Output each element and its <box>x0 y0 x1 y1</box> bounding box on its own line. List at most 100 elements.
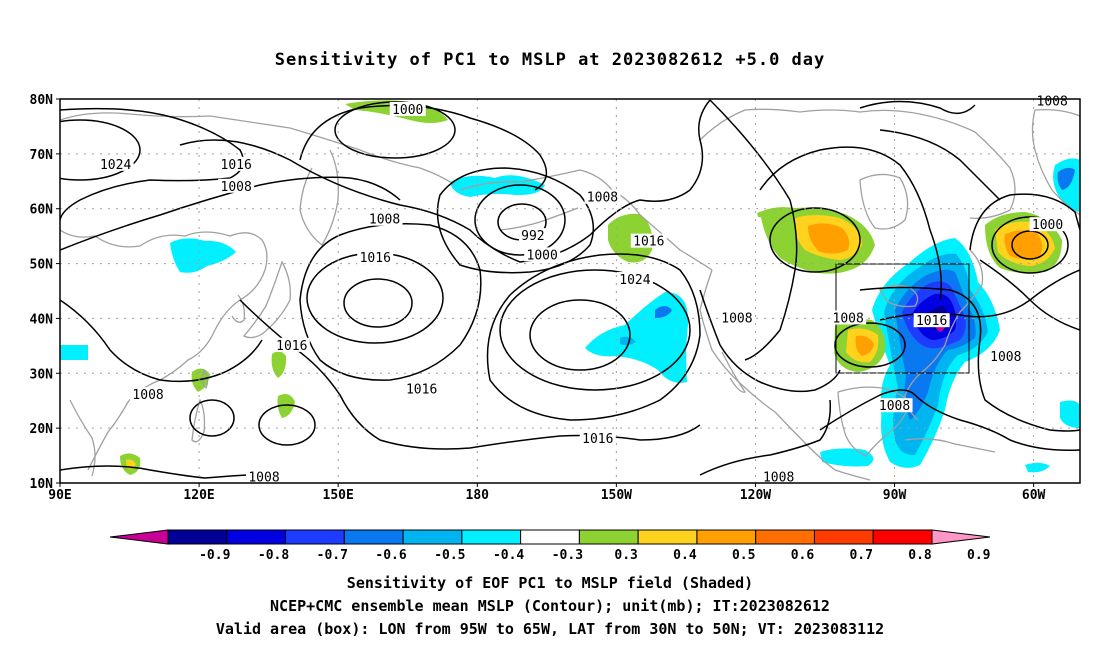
contour-1008-westnorthamerica <box>709 99 798 361</box>
shade-neg-patch <box>170 238 236 273</box>
colorbar-segment <box>755 529 815 545</box>
contour-low-1000 <box>474 184 566 256</box>
contour-label-bg <box>366 211 403 226</box>
contour-1008-gulf <box>819 389 1080 452</box>
mslp-contours <box>60 99 1080 479</box>
contour-high-1016-westpac <box>306 252 444 344</box>
colorbar-segment <box>285 529 345 545</box>
contour-1016-northatlantic <box>879 129 1001 201</box>
contour-label: 1016 <box>221 158 252 173</box>
shade-pos-patch <box>191 368 210 392</box>
contour-high-1024-eastpac <box>499 269 691 391</box>
colorbar-label: -0.3 <box>552 548 583 563</box>
contour-1016-azores <box>979 259 1080 331</box>
colorbar-segment <box>637 529 698 545</box>
coastline-greenland <box>1031 108 1080 216</box>
contour-label: 1008 <box>879 399 910 414</box>
lat-label: 60N <box>30 203 54 218</box>
contour-label-bg <box>524 247 561 262</box>
coastline-philippines <box>191 398 206 443</box>
lon-label: 90E <box>48 488 71 503</box>
shade-neg-patch <box>1057 167 1075 190</box>
lat-label: 30N <box>30 367 54 382</box>
contour-label: 1000 <box>527 248 558 263</box>
caption-line-2: NCEP+CMC ensemble mean MSLP (Contour); u… <box>270 597 830 615</box>
colorbar-segment <box>872 529 933 545</box>
lon-label: 120W <box>740 488 771 503</box>
coastline-japan <box>242 260 291 339</box>
colorbar-label: 0.9 <box>967 548 990 563</box>
contour-1008-north-canada <box>859 100 976 114</box>
contour-label: 1008 <box>587 191 618 206</box>
coastline-aleutians <box>499 207 579 231</box>
contour-1008-northpole <box>299 104 548 191</box>
shade-neg-patch <box>60 345 88 360</box>
colorbar-label: 0.8 <box>908 548 932 563</box>
coastline-north-america-arctic <box>699 108 1016 219</box>
contour-label: 1016 <box>916 314 947 329</box>
lon-label: 90W <box>883 488 907 503</box>
coastline-indochina <box>69 399 96 477</box>
colorbar-segment <box>343 529 404 545</box>
coastline-baja <box>721 351 746 393</box>
contour-label: 1016 <box>582 432 613 447</box>
colorbar-label: -0.9 <box>199 548 230 563</box>
coastline-north-america-east <box>904 249 984 421</box>
coastline-caribbean <box>904 438 996 453</box>
lat-label: 10N <box>30 477 54 492</box>
contour-label: 1008 <box>248 471 279 486</box>
lon-label: 60W <box>1022 488 1046 503</box>
contour-high-1024-asia <box>60 119 141 181</box>
contour-low-1008-hudson <box>769 207 861 273</box>
contour-label-bg <box>913 313 950 328</box>
coastline-central-america <box>834 469 871 481</box>
contour-label: 1008 <box>132 388 163 403</box>
caption-line-3: Valid area (box): LON from 95W to 65W, L… <box>215 620 885 638</box>
colorbar: -0.9 -0.8 -0.7 -0.6 -0.5 -0.4 -0.3 0.3 0.4 0.5 0.6… <box>109 529 991 563</box>
colorbar-segment <box>167 529 228 545</box>
colorbar-label: 0.5 <box>732 548 755 563</box>
contour-label: 1024 <box>100 158 131 173</box>
contour-label-bg <box>1034 93 1071 108</box>
contour-label: 1008 <box>1037 95 1068 110</box>
contour-label-bg <box>876 398 913 413</box>
contour-1016-asia <box>60 107 245 221</box>
coastline-hudson-bay <box>859 173 909 230</box>
contour-label: 1008 <box>833 311 864 326</box>
contour-label-bg <box>718 310 755 325</box>
contour-1008-westcoast <box>699 289 841 393</box>
sensitivity-shading <box>60 100 1080 475</box>
colorbar-label: -0.8 <box>258 548 289 563</box>
colorbar-segment <box>461 529 522 545</box>
colorbar-segment <box>696 529 757 545</box>
contour-label-bg <box>830 310 867 325</box>
shade-neg-patch <box>1025 462 1050 473</box>
contour-label-bg <box>584 189 621 204</box>
coastline-taiwan <box>201 368 209 389</box>
contour-label-bg <box>616 272 653 287</box>
coastline-kamchatka <box>299 149 339 246</box>
contour-1016-eastpac <box>486 253 701 421</box>
contour-label-bg <box>97 156 134 171</box>
shade-pos-patch <box>608 213 653 263</box>
coastline-asia-north <box>60 112 456 186</box>
contour-label: 1016 <box>406 383 437 398</box>
graticule <box>60 99 1080 483</box>
contour-label-bg <box>246 469 282 484</box>
contour-label-bg <box>987 348 1024 363</box>
contour-label-bg <box>403 381 440 396</box>
colorbar-segment <box>813 529 874 545</box>
shade-neg-patch <box>585 292 689 383</box>
contour-low-1008-carolinas <box>834 322 906 368</box>
shade-pos-patch <box>277 394 295 418</box>
contour-high-1016-westpac-inner <box>343 278 413 328</box>
colorbar-label: 0.7 <box>849 548 872 563</box>
contour-label-bg <box>357 250 394 265</box>
contour-label: 1008 <box>221 180 252 195</box>
contour-1008-asia-south <box>60 299 263 383</box>
lat-label: 20N <box>30 422 54 437</box>
contour-1008-eastcoast <box>859 286 1080 432</box>
contour-label-bg <box>218 178 255 193</box>
contour-label: 1016 <box>276 339 307 354</box>
colorbar-low-triangle <box>109 529 169 545</box>
